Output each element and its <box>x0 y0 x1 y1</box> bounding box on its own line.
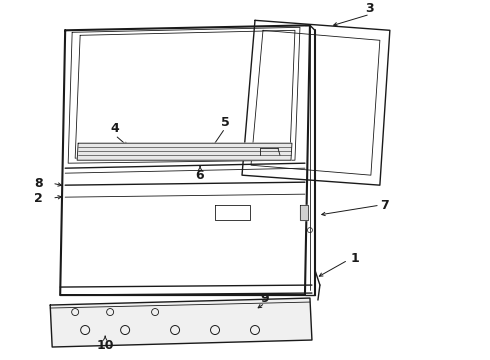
Text: 1: 1 <box>350 252 359 265</box>
Text: 4: 4 <box>111 122 120 135</box>
Text: 7: 7 <box>381 199 389 212</box>
Polygon shape <box>77 143 292 160</box>
Text: 9: 9 <box>261 292 270 305</box>
Text: 2: 2 <box>34 192 43 204</box>
Text: 10: 10 <box>97 338 114 351</box>
Text: 8: 8 <box>34 177 43 190</box>
Polygon shape <box>300 205 308 220</box>
Text: 3: 3 <box>366 2 374 15</box>
Polygon shape <box>50 298 312 347</box>
Text: 6: 6 <box>196 169 204 182</box>
Text: 5: 5 <box>220 116 229 129</box>
